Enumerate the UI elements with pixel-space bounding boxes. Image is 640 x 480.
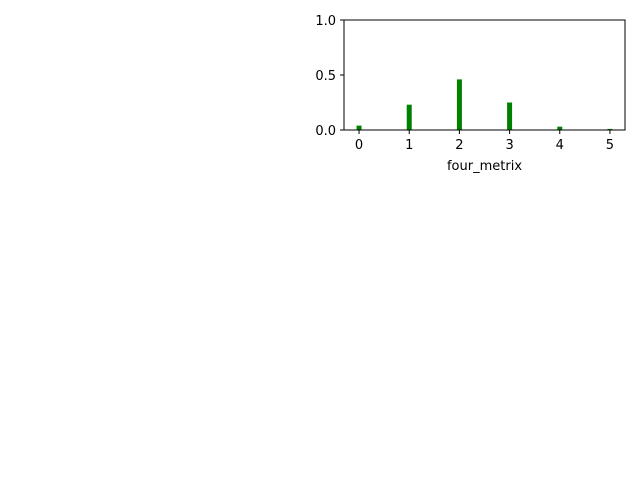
y-tick-label: 1.0 — [315, 14, 336, 29]
bar-1 — [406, 104, 412, 130]
x-axis: 0 1 2 3 4 5 — [355, 130, 614, 153]
bar-2 — [456, 79, 462, 130]
y-tick-label: 0.5 — [315, 69, 336, 84]
x-tick-label: 3 — [505, 138, 513, 153]
plot-frame — [343, 19, 626, 131]
x-tick-label: 0 — [355, 138, 363, 153]
bar-4 — [557, 126, 563, 130]
x-tick-label: 4 — [556, 138, 564, 153]
y-axis: 0.0 0.5 1.0 — [315, 14, 344, 139]
x-tick-label: 2 — [455, 138, 463, 153]
x-tick-label: 5 — [606, 138, 614, 153]
bars-layer — [356, 79, 613, 130]
x-tick-label: 1 — [405, 138, 413, 153]
bar-5 — [607, 128, 613, 130]
x-axis-label: four_metrix — [447, 159, 522, 174]
bar-0 — [356, 125, 362, 130]
y-tick-label: 0.0 — [315, 124, 336, 139]
bar-3 — [507, 102, 513, 130]
